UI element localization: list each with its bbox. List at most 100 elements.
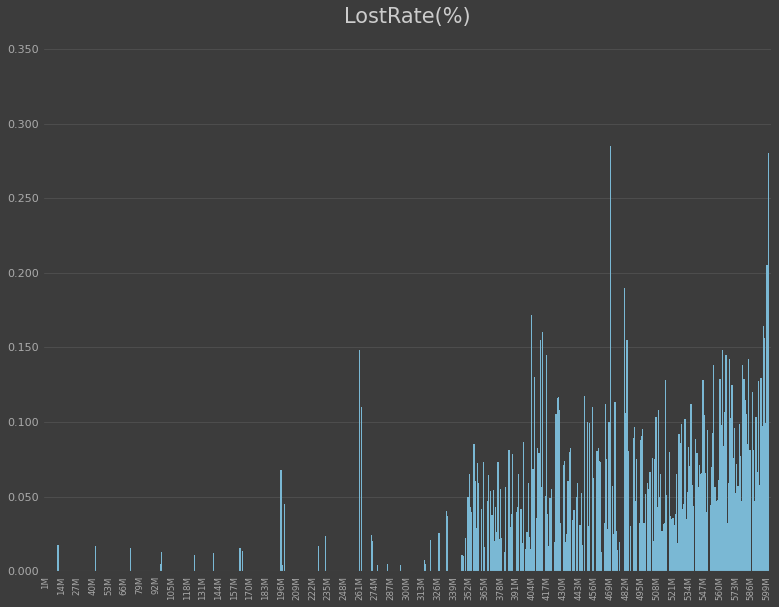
Bar [747,444,749,571]
Bar [525,549,527,571]
Bar [760,378,762,571]
Bar [677,543,679,571]
Bar [606,459,607,571]
Bar [723,446,724,571]
Bar [753,450,754,571]
Bar [520,509,522,571]
Bar [529,537,530,571]
Bar [511,514,512,571]
Bar [490,491,492,571]
Bar [530,549,531,571]
Bar [703,415,705,571]
Bar [719,379,721,571]
Bar [565,542,566,571]
Bar [610,146,611,571]
Bar [551,489,552,571]
Bar [556,398,558,571]
Bar [655,417,657,571]
Bar [325,537,326,571]
Bar [558,397,559,571]
Bar [707,430,708,571]
Bar [567,481,569,571]
Bar [641,436,642,571]
Bar [467,497,468,571]
Bar [674,525,675,571]
Bar [714,487,716,571]
Bar [501,538,502,571]
Bar [654,459,655,571]
Bar [284,504,285,571]
Bar [624,288,626,571]
Bar [716,501,717,571]
Bar [538,453,540,571]
Bar [756,472,758,571]
Bar [560,523,562,571]
Bar [763,327,764,571]
Bar [711,467,712,571]
Bar [280,470,282,571]
Bar [653,541,654,571]
Bar [318,546,319,571]
Bar [686,519,687,571]
Bar [573,510,575,571]
Bar [648,489,650,571]
Bar [477,463,478,571]
Bar [371,535,372,571]
Bar [619,542,620,571]
Bar [549,498,551,571]
Bar [540,340,541,571]
Bar [492,490,494,571]
Bar [546,355,547,571]
Bar [742,365,743,571]
Bar [754,501,756,571]
Bar [446,511,447,571]
Bar [699,464,700,571]
Bar [692,485,693,571]
Bar [282,565,283,571]
Bar [597,448,599,571]
Bar [767,154,769,571]
Bar [545,497,546,571]
Bar [689,466,690,571]
Bar [717,500,718,571]
Bar [564,461,565,571]
Bar [160,565,161,571]
Bar [615,531,617,571]
Bar [652,458,653,571]
Bar [555,414,556,571]
Bar [548,546,549,571]
Bar [729,359,730,571]
Bar [642,429,643,571]
Bar [705,473,706,571]
Bar [495,507,496,571]
Bar [512,454,513,571]
Bar [566,534,567,571]
Bar [701,473,703,571]
Bar [731,385,732,571]
Bar [749,450,751,571]
Bar [498,463,499,571]
Bar [682,509,683,571]
Bar [591,407,593,571]
Bar [668,452,670,571]
Bar [732,458,734,571]
Bar [532,469,534,571]
Bar [661,531,663,571]
Bar [470,507,471,571]
Bar [693,506,694,571]
Bar [542,333,543,571]
Bar [130,549,131,571]
Bar [239,548,241,571]
Bar [718,480,719,571]
Bar [599,461,600,571]
Bar [647,483,648,571]
Bar [724,412,725,571]
Bar [740,456,741,571]
Bar [758,381,759,571]
Bar [361,407,362,571]
Bar [494,541,495,571]
Bar [430,540,431,571]
Bar [607,529,608,571]
Bar [577,483,578,571]
Bar [509,527,511,571]
